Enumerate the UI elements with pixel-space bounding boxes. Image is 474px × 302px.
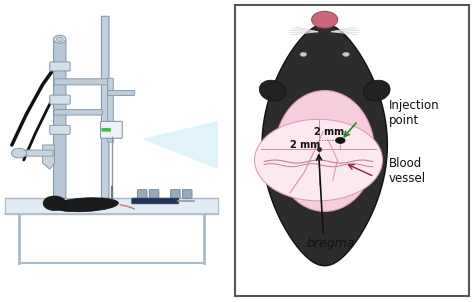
- Text: Blood
vessel: Blood vessel: [389, 157, 426, 185]
- Circle shape: [56, 37, 63, 41]
- FancyBboxPatch shape: [50, 125, 70, 134]
- Circle shape: [54, 35, 66, 43]
- FancyBboxPatch shape: [101, 16, 109, 198]
- FancyBboxPatch shape: [235, 5, 469, 296]
- FancyBboxPatch shape: [171, 190, 180, 198]
- Circle shape: [11, 148, 27, 158]
- Ellipse shape: [311, 11, 337, 28]
- FancyBboxPatch shape: [132, 198, 179, 204]
- Ellipse shape: [364, 80, 390, 101]
- Text: Injection
point: Injection point: [389, 99, 439, 127]
- Circle shape: [255, 119, 383, 201]
- FancyBboxPatch shape: [54, 40, 66, 198]
- Ellipse shape: [52, 198, 118, 212]
- Ellipse shape: [275, 91, 374, 211]
- Text: 2 mm: 2 mm: [290, 140, 320, 150]
- Polygon shape: [262, 24, 387, 266]
- Text: bregma: bregma: [306, 237, 355, 250]
- Circle shape: [43, 196, 66, 210]
- FancyBboxPatch shape: [182, 190, 192, 198]
- FancyBboxPatch shape: [149, 190, 159, 198]
- FancyBboxPatch shape: [50, 62, 70, 71]
- Text: 2 mm: 2 mm: [314, 127, 345, 137]
- FancyBboxPatch shape: [54, 79, 112, 85]
- Circle shape: [300, 52, 307, 56]
- FancyBboxPatch shape: [108, 91, 135, 95]
- Ellipse shape: [259, 80, 286, 101]
- FancyBboxPatch shape: [18, 150, 53, 156]
- Circle shape: [343, 52, 349, 56]
- FancyBboxPatch shape: [100, 121, 122, 138]
- FancyBboxPatch shape: [137, 190, 147, 198]
- Polygon shape: [5, 198, 218, 214]
- FancyBboxPatch shape: [108, 78, 113, 142]
- Circle shape: [336, 137, 345, 143]
- FancyBboxPatch shape: [54, 110, 102, 115]
- FancyBboxPatch shape: [50, 95, 70, 104]
- Polygon shape: [142, 121, 218, 169]
- FancyBboxPatch shape: [101, 128, 111, 132]
- Polygon shape: [43, 145, 55, 169]
